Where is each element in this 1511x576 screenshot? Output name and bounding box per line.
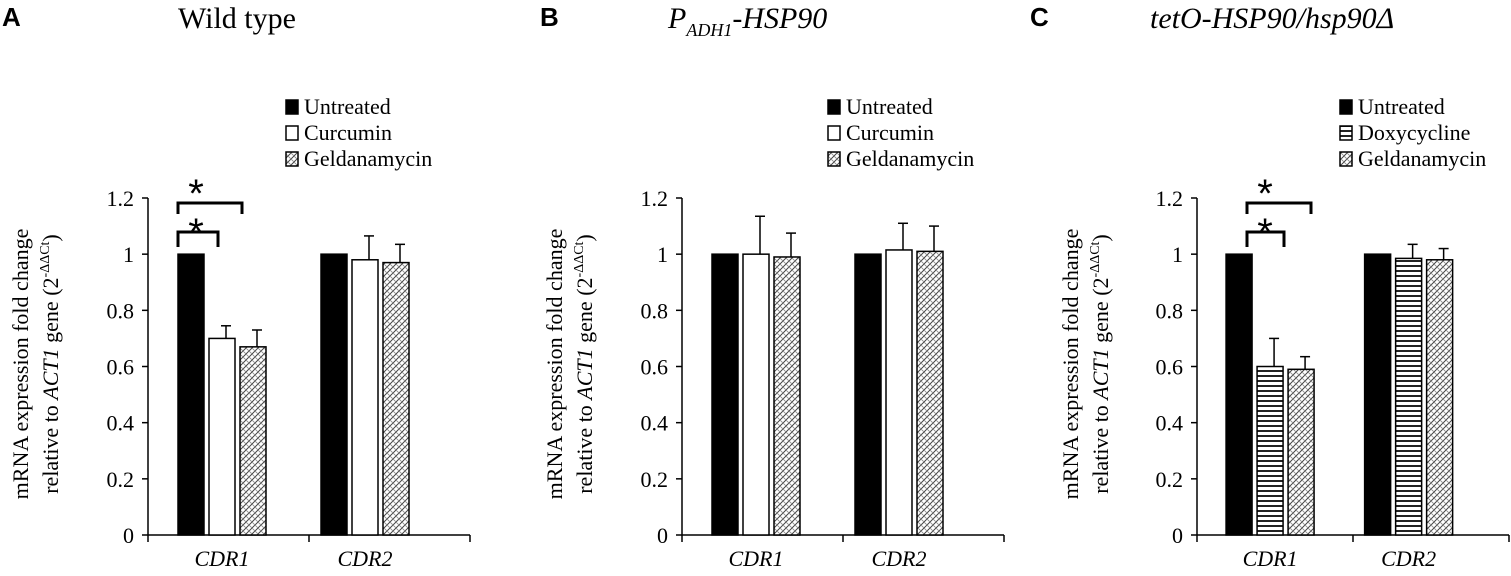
panel-a-category-label: CDR2 <box>338 546 393 571</box>
panel-a-legend-swatch <box>285 151 299 167</box>
panel-a-legend-label: Curcumin <box>304 120 392 145</box>
panel-b-bar-cdr2-geldanamycin <box>916 250 944 536</box>
panel-b-ytick-label: 0.8 <box>641 298 669 323</box>
panel-b-title-sub: ADH1 <box>685 20 732 40</box>
panel-b-bar-cdr1-curcumin <box>742 253 770 536</box>
panel-b-category-label: CDR2 <box>872 546 927 571</box>
panel-c-ytick-label: 0.6 <box>1156 355 1184 380</box>
panel-a-ytick-label: 0.4 <box>107 411 135 436</box>
panel-a-legend-label: Untreated <box>304 94 391 119</box>
panel-c-ytick-label: 0.2 <box>1156 467 1184 492</box>
panel-b-ytick-label: 1.2 <box>641 186 669 211</box>
panel-a-bar-cdr1-geldanamycin <box>239 346 267 536</box>
panel-a-bar-cdr1-curcumin <box>208 337 236 536</box>
panel-c-sig-star-outer: * <box>1257 172 1273 216</box>
panel-b-ytick-label: 0.6 <box>641 355 669 380</box>
panel-a-ytick-label: 0 <box>123 523 134 548</box>
panel-c-legend-swatch <box>1339 151 1353 167</box>
panel-b-legend-swatch <box>827 125 841 141</box>
panel-b-bar-cdr1-untreated <box>711 253 739 536</box>
panel-a-category-label: CDR1 <box>195 546 250 571</box>
panel-b-category-label: CDR1 <box>729 546 784 571</box>
panel-b-ytick-label: 0.4 <box>641 411 669 436</box>
panel-a-letter: A <box>2 2 21 32</box>
panel-c-legend-label: Geldanamycin <box>1358 146 1486 171</box>
panel-b-legend-swatch <box>827 151 841 167</box>
panel-b-title-rest: -HSP90 <box>732 2 827 35</box>
panel-a-bar-cdr2-curcumin <box>351 259 379 536</box>
panel-b-legend-swatch <box>827 99 841 115</box>
panel-c-ytick-label: 1 <box>1172 242 1183 267</box>
panel-b-ytick-label: 0.2 <box>641 467 669 492</box>
panel-a-bar-cdr2-geldanamycin <box>382 261 410 536</box>
panel-b-ylabel-line1: mRNA expression fold change <box>542 229 567 500</box>
panel-b-legend-label: Untreated <box>846 94 933 119</box>
panel-c-ytick-label: 0 <box>1172 523 1183 548</box>
panel-a-sig-bracket-inner <box>176 230 220 247</box>
panel-c-bar-cdr2-geldanamycin <box>1425 259 1454 536</box>
panel-b-ytick-label: 1 <box>657 242 668 267</box>
panel-b-bar-cdr1-geldanamycin <box>773 256 801 536</box>
panel-c-ytick-label: 0.4 <box>1156 411 1184 436</box>
panel-a-ytick-label: 1 <box>123 242 134 267</box>
panel-a-sig-bracket-outer <box>176 201 244 214</box>
panel-a-sig-star-outer: * <box>188 172 204 216</box>
panel-a-ytick-label: 0.8 <box>107 298 135 323</box>
panel-c-bar-cdr1-untreated <box>1225 253 1253 536</box>
panel-c-legend-label: Untreated <box>1358 94 1445 119</box>
panel-c-ylabel-line1: mRNA expression fold change <box>1058 229 1083 500</box>
panel-c-category-label: CDR1 <box>1243 546 1298 571</box>
panel-a-bar-cdr1-untreated <box>177 253 205 536</box>
panel-a-ytick-label: 1.2 <box>107 186 135 211</box>
panel-a-ytick-label: 0.6 <box>107 355 135 380</box>
panel-b-bar-cdr2-curcumin <box>885 249 913 536</box>
panel-a-legend-swatch <box>285 99 299 115</box>
panel-b-letter: B <box>540 2 559 32</box>
panel-c-ytick-label: 1.2 <box>1156 186 1184 211</box>
panel-c-ylabel-line2: relative to ACT1 gene (2-ΔΔCt) <box>1088 234 1113 494</box>
panel-c-category-label: CDR2 <box>1381 546 1436 571</box>
panel-b-bar-cdr2-untreated <box>854 253 882 536</box>
panel-c-sig-bracket-inner <box>1245 230 1286 247</box>
panel-a-ylabel-line1: mRNA expression fold change <box>8 229 33 500</box>
panel-a-bar-cdr2-untreated <box>320 253 348 536</box>
panel-c-bar-cdr1-doxycycline <box>1256 365 1284 536</box>
panel-c-letter: C <box>1030 2 1049 32</box>
panel-c-sig-bracket-outer <box>1245 201 1313 214</box>
panel-a-ylabel-line2: relative to ACT1 gene (2-ΔΔCt) <box>38 234 63 494</box>
panel-b-title: PADH1-HSP90 <box>667 2 827 40</box>
panel-a-ytick-label: 0.2 <box>107 467 135 492</box>
panel-c-bar-cdr2-untreated <box>1363 253 1392 536</box>
panel-c-legend-label: Doxycycline <box>1358 120 1470 145</box>
panel-a-sig-star-inner: * <box>188 211 204 255</box>
panel-a-legend-label: Geldanamycin <box>304 146 432 171</box>
panel-b-ytick-label: 0 <box>657 523 668 548</box>
panel-b-ylabel-line2: relative to ACT1 gene (2-ΔΔCt) <box>572 234 597 494</box>
panel-b-title-p: P <box>667 2 686 35</box>
panel-b-legend-label: Curcumin <box>846 120 934 145</box>
panel-c-ytick-label: 0.8 <box>1156 298 1184 323</box>
panel-c-bar-cdr2-doxycycline <box>1394 257 1423 536</box>
panel-b-legend-label: Geldanamycin <box>846 146 974 171</box>
panel-a-legend-swatch <box>285 125 299 141</box>
panel-a-title: Wild type <box>178 2 296 35</box>
panel-c-sig-star-inner: * <box>1257 211 1273 255</box>
panel-c-legend-swatch <box>1339 99 1353 115</box>
panel-c-legend-swatch <box>1339 125 1353 141</box>
panel-c-title: tetO-HSP90/hsp90Δ <box>1150 2 1394 35</box>
panel-c-bar-cdr1-geldanamycin <box>1287 368 1315 536</box>
